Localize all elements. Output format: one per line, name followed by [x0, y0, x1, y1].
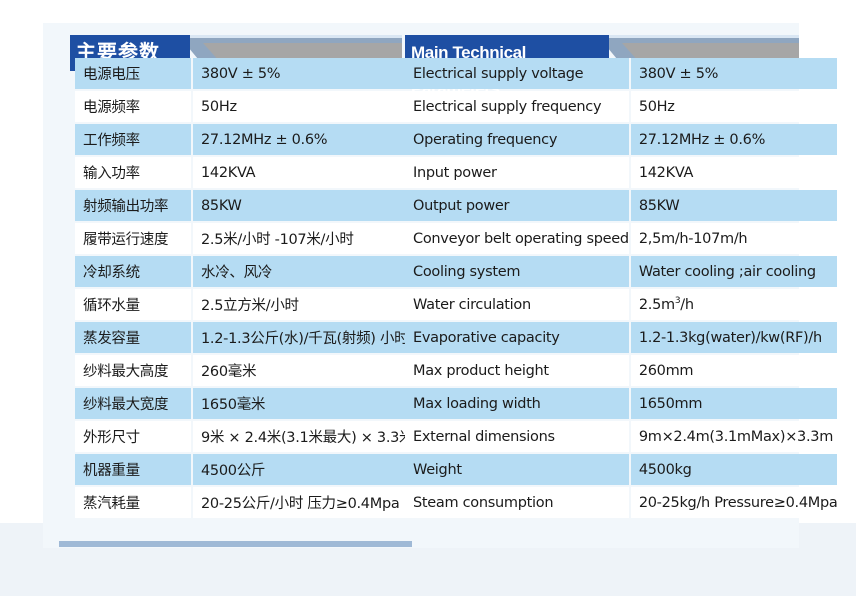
cn-parameter-label: 履带运行速度 [75, 223, 193, 254]
cn-parameter-label: 射频输出功率 [75, 190, 193, 221]
cn-parameter-value: 2.5米/小时 -107米/小时 [193, 223, 414, 254]
en-parameter-value: Water cooling ;air cooling [630, 256, 838, 287]
cn-parameter-value: 85KW [193, 190, 414, 221]
en-table-row: Operating frequency 27.12MHz ± 0.6% [405, 124, 838, 155]
cn-parameter-label: 蒸汽耗量 [75, 487, 193, 518]
cn-parameter-value: 260毫米 [193, 355, 414, 386]
footer-strip [59, 541, 412, 547]
value-suffix: /h [680, 296, 694, 313]
cn-parameter-value: 20-25公斤/小时 压力≥0.4Mpa [193, 487, 414, 518]
cn-table-row: 电源频率 50Hz [75, 91, 414, 122]
en-parameter-label: Input power [405, 157, 631, 188]
en-table-row: Weight 4500kg [405, 454, 838, 485]
en-parameter-label: Operating frequency [405, 124, 631, 155]
parameters-panel: 主要参数 Main Technical Parameters 电源电压380V … [43, 23, 838, 548]
cn-parameter-label: 纱料最大宽度 [75, 388, 193, 419]
en-parameter-label: Weight [405, 454, 631, 485]
parameters-table-english: Electrical supply voltage 380V ± 5% Electr… [405, 56, 838, 520]
en-parameter-label: Electrical supply voltage [405, 58, 631, 89]
cn-parameter-label: 蒸发容量 [75, 322, 193, 353]
en-parameter-value: 85KW [630, 190, 838, 221]
cn-parameter-value: 142KVA [193, 157, 414, 188]
en-parameter-value: 9m×2.4m(3.1mMax)×3.3m [630, 421, 838, 452]
value-superscript: 3 [674, 296, 681, 307]
en-parameter-value: 2,5m/h-107m/h [630, 223, 838, 254]
cn-parameter-value: 1.2-1.3公斤(水)/千瓦(射频) 小时 [193, 322, 414, 353]
cn-table-row: 纱料最大宽度 1650毫米 [75, 388, 414, 419]
en-table-row: Output power 85KW [405, 190, 838, 221]
en-parameter-label: Conveyor belt operating speed [405, 223, 631, 254]
en-parameter-value: 4500kg [630, 454, 838, 485]
cn-parameter-label: 工作频率 [75, 124, 193, 155]
en-parameter-value: 260mm [630, 355, 838, 386]
cn-table-row: 蒸汽耗量 20-25公斤/小时 压力≥0.4Mpa [75, 487, 414, 518]
cn-table-row: 履带运行速度 2.5米/小时 -107米/小时 [75, 223, 414, 254]
cn-parameter-label: 电源电压 [75, 58, 193, 89]
en-parameter-value: 142KVA [630, 157, 838, 188]
cn-table-row: 纱料最大高度 260毫米 [75, 355, 414, 386]
cn-parameter-label: 机器重量 [75, 454, 193, 485]
en-parameter-label: Max product height [405, 355, 631, 386]
en-parameter-label: External dimensions [405, 421, 631, 452]
value-text: 2.5m [638, 296, 675, 313]
cn-parameter-value: 1650毫米 [193, 388, 414, 419]
en-parameter-label: Electrical supply frequency [405, 91, 631, 122]
cn-table-row: 射频输出功率 85KW [75, 190, 414, 221]
en-table-row: Water circulation 2.5m3/h [405, 289, 838, 320]
en-parameter-label: Steam consumption [405, 487, 631, 518]
en-parameter-value: 20-25kg/h Pressure≥0.4Mpa [630, 487, 838, 518]
cn-parameter-value: 2.5立方米/小时 [193, 289, 414, 320]
cn-table-row: 机器重量 4500公斤 [75, 454, 414, 485]
cn-parameter-label: 循环水量 [75, 289, 193, 320]
en-parameter-value: 1650mm [630, 388, 838, 419]
cn-parameter-value: 27.12MHz ± 0.6% [193, 124, 414, 155]
cn-parameter-label: 冷却系统 [75, 256, 193, 287]
en-parameter-label: Water circulation [405, 289, 631, 320]
en-parameter-label: Evaporative capacity [405, 322, 631, 353]
cn-table-row: 循环水量 2.5立方米/小时 [75, 289, 414, 320]
en-parameter-label: Max loading width [405, 388, 631, 419]
en-table-row: Electrical supply voltage 380V ± 5% [405, 58, 838, 89]
parameters-table-chinese: 电源电压 380V ± 5% 电源频率 50Hz 工作频率 27.12MHz ± 0.6%… [75, 56, 414, 520]
cn-parameter-value: 4500公斤 [193, 454, 414, 485]
en-parameter-value: 27.12MHz ± 0.6% [630, 124, 838, 155]
en-table-row: Conveyor belt operating speed 2,5m/h-107m… [405, 223, 838, 254]
en-table-row: Max product height 260mm [405, 355, 838, 386]
cn-table-row: 工作频率 27.12MHz ± 0.6% [75, 124, 414, 155]
cn-table-row: 输入功率 142KVA [75, 157, 414, 188]
en-parameter-value: 50Hz [630, 91, 838, 122]
en-table-row: Steam consumption 20-25kg/h Pressure≥0.4M… [405, 487, 838, 518]
cn-table-row: 冷却系统 水冷、风冷 [75, 256, 414, 287]
cn-parameter-label: 电源频率 [75, 91, 193, 122]
cn-parameter-value: 9米 × 2.4米(3.1米最大) × 3.3米 [193, 421, 414, 452]
cn-table-row: 外形尺寸 9米 × 2.4米(3.1米最大) × 3.3米 [75, 421, 414, 452]
en-table-row: Max loading width 1650mm [405, 388, 838, 419]
en-parameter-value: 1.2-1.3kg(water)/kw(RF)/h [630, 322, 838, 353]
cn-parameter-value: 380V ± 5% [193, 58, 414, 89]
en-table-row: External dimensions 9m×2.4m(3.1mMax)×3.3m [405, 421, 838, 452]
cn-parameter-label: 外形尺寸 [75, 421, 193, 452]
en-parameter-label: Output power [405, 190, 631, 221]
en-parameter-label: Cooling system [405, 256, 631, 287]
cn-table-row: 电源电压 380V ± 5% [75, 58, 414, 89]
en-table-row: Electrical supply frequency 50Hz [405, 91, 838, 122]
cn-parameter-value: 水冷、风冷 [193, 256, 414, 287]
en-parameter-value: 2.5m3/h [630, 289, 838, 320]
cn-parameter-value: 50Hz [193, 91, 414, 122]
en-parameter-value: 380V ± 5% [630, 58, 838, 89]
en-table-row: Cooling system Water cooling ;air cooling [405, 256, 838, 287]
cn-parameter-label: 输入功率 [75, 157, 193, 188]
cn-table-row: 蒸发容量 1.2-1.3公斤(水)/千瓦(射频) 小时 [75, 322, 414, 353]
en-table-row: Input power 142KVA [405, 157, 838, 188]
en-table-row: Evaporative capacity 1.2-1.3kg(water)/kw(… [405, 322, 838, 353]
cn-parameter-label: 纱料最大高度 [75, 355, 193, 386]
